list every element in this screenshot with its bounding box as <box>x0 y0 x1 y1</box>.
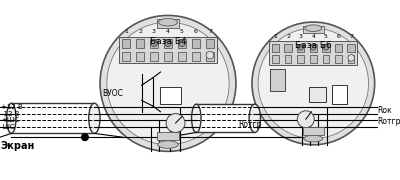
Ellipse shape <box>298 44 304 50</box>
Bar <box>309 87 326 102</box>
Bar <box>310 44 317 52</box>
Text: 7: 7 <box>208 29 212 34</box>
Bar <box>164 52 172 61</box>
Bar <box>323 55 329 63</box>
Bar <box>206 52 214 61</box>
Bar <box>284 44 292 52</box>
Circle shape <box>252 22 375 145</box>
Ellipse shape <box>158 19 178 26</box>
Bar <box>303 26 324 33</box>
Text: Экран: Экран <box>0 141 34 151</box>
Bar <box>136 39 144 48</box>
Bar <box>322 44 330 52</box>
Bar <box>157 19 179 28</box>
Ellipse shape <box>249 104 260 132</box>
Ellipse shape <box>158 141 178 148</box>
Text: 5: 5 <box>180 29 184 34</box>
Bar <box>150 39 158 48</box>
Bar <box>157 132 179 140</box>
Bar <box>335 55 342 63</box>
Text: 5: 5 <box>324 33 328 39</box>
Text: ВУОС: ВУОС <box>102 89 123 98</box>
Bar <box>348 55 354 63</box>
Ellipse shape <box>179 40 185 46</box>
Circle shape <box>82 134 88 141</box>
Circle shape <box>107 22 229 145</box>
Bar <box>297 44 304 52</box>
Text: 2: 2 <box>138 29 142 34</box>
Text: База Б4: База Б4 <box>150 37 186 46</box>
Text: 1: 1 <box>124 29 128 34</box>
Bar <box>122 39 130 48</box>
Text: 2: 2 <box>286 33 290 39</box>
Text: 4: 4 <box>166 29 170 34</box>
Text: 3: 3 <box>152 29 156 34</box>
Bar <box>298 55 304 63</box>
Text: +12 В: +12 В <box>1 104 23 110</box>
Bar <box>285 55 291 63</box>
Bar <box>160 87 181 104</box>
Bar <box>192 52 200 61</box>
Circle shape <box>348 55 354 61</box>
Bar <box>272 44 279 52</box>
Ellipse shape <box>304 135 323 142</box>
Bar <box>196 104 255 132</box>
Ellipse shape <box>310 44 316 50</box>
Bar <box>11 103 94 133</box>
Bar <box>310 55 317 63</box>
Text: Rотгр: Rотгр <box>238 120 261 129</box>
Circle shape <box>206 51 214 59</box>
Text: 7: 7 <box>349 33 353 39</box>
Circle shape <box>297 111 314 128</box>
Bar <box>178 52 186 61</box>
Bar <box>122 52 130 61</box>
Bar <box>272 55 279 63</box>
Text: 4: 4 <box>311 33 315 39</box>
Bar <box>269 41 358 65</box>
Ellipse shape <box>305 25 322 32</box>
Text: Rотгр: Rотгр <box>378 117 400 126</box>
Ellipse shape <box>323 44 329 50</box>
Bar <box>335 44 342 52</box>
Text: 3: 3 <box>299 33 303 39</box>
Text: -ШС: -ШС <box>1 124 16 130</box>
Circle shape <box>166 114 185 132</box>
Bar <box>332 85 347 104</box>
Bar <box>119 37 217 63</box>
Text: 6: 6 <box>337 33 340 39</box>
Bar <box>178 39 186 48</box>
Bar <box>150 52 158 61</box>
Bar <box>270 69 285 91</box>
Bar <box>206 39 214 48</box>
Ellipse shape <box>89 103 100 133</box>
Bar <box>192 39 200 48</box>
Text: 1: 1 <box>274 33 278 39</box>
Ellipse shape <box>165 40 171 46</box>
Bar <box>348 44 355 52</box>
Circle shape <box>100 15 236 151</box>
Ellipse shape <box>7 103 16 133</box>
Text: База Б6: База Б6 <box>295 41 332 50</box>
Circle shape <box>258 28 368 139</box>
Bar <box>303 127 324 135</box>
Text: +ШС: +ШС <box>1 117 19 123</box>
Ellipse shape <box>151 40 157 46</box>
Ellipse shape <box>192 104 201 132</box>
Bar <box>164 39 172 48</box>
Bar <box>136 52 144 61</box>
Text: Rок: Rок <box>378 107 392 116</box>
Text: -12 В: -12 В <box>1 111 19 117</box>
Text: 6: 6 <box>194 29 198 34</box>
